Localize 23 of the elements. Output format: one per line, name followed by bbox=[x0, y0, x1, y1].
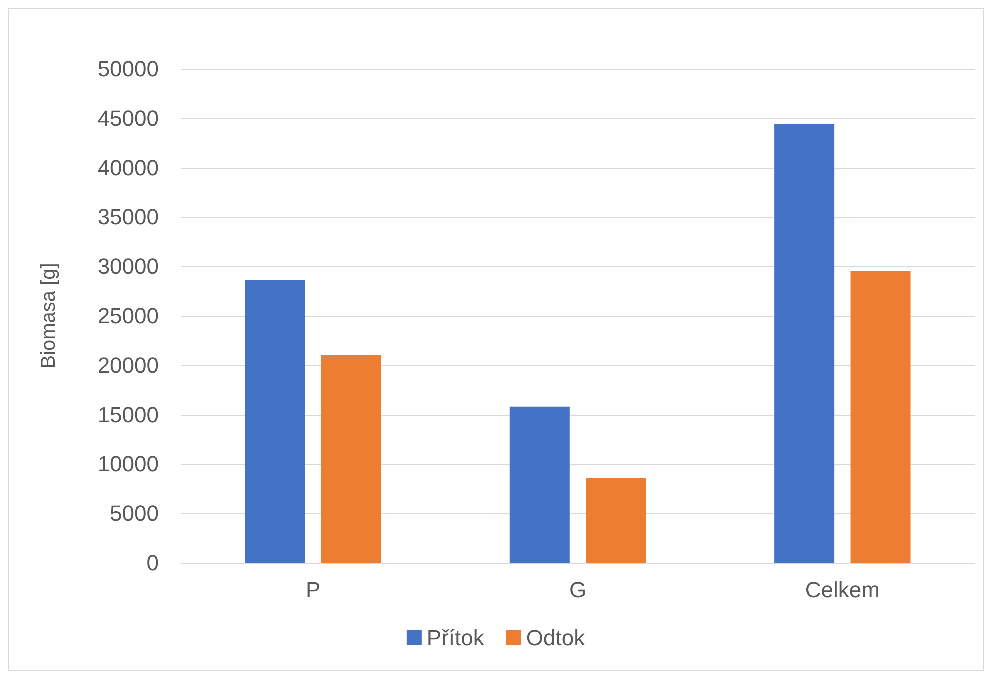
y-tick-label: 10000 bbox=[98, 452, 159, 477]
bar bbox=[245, 280, 306, 563]
x-tick-label: G bbox=[569, 578, 587, 602]
y-tick-label: 5000 bbox=[110, 501, 159, 526]
y-tick-label: 0 bbox=[146, 550, 159, 576]
y-tick-label: 15000 bbox=[98, 402, 159, 428]
legend-label: Odtok bbox=[526, 626, 586, 650]
y-tick-label: 35000 bbox=[98, 204, 159, 230]
y-axis-title: Biomasa [g] bbox=[38, 263, 60, 369]
x-tick-label: Celkem bbox=[805, 578, 880, 602]
y-tick-label: 25000 bbox=[98, 304, 159, 328]
legend-label: Přítok bbox=[426, 626, 486, 650]
y-tick-label: 45000 bbox=[98, 106, 159, 131]
bar bbox=[850, 272, 911, 563]
y-tick-label: 40000 bbox=[98, 155, 159, 180]
bar bbox=[510, 406, 570, 563]
y-tick-label: 50000 bbox=[98, 56, 159, 82]
bar bbox=[586, 478, 646, 563]
x-tick-label: P bbox=[306, 578, 321, 602]
bar bbox=[321, 356, 382, 563]
bar bbox=[774, 124, 835, 563]
y-tick-label: 20000 bbox=[98, 352, 159, 378]
y-tick-label: 30000 bbox=[98, 254, 159, 280]
